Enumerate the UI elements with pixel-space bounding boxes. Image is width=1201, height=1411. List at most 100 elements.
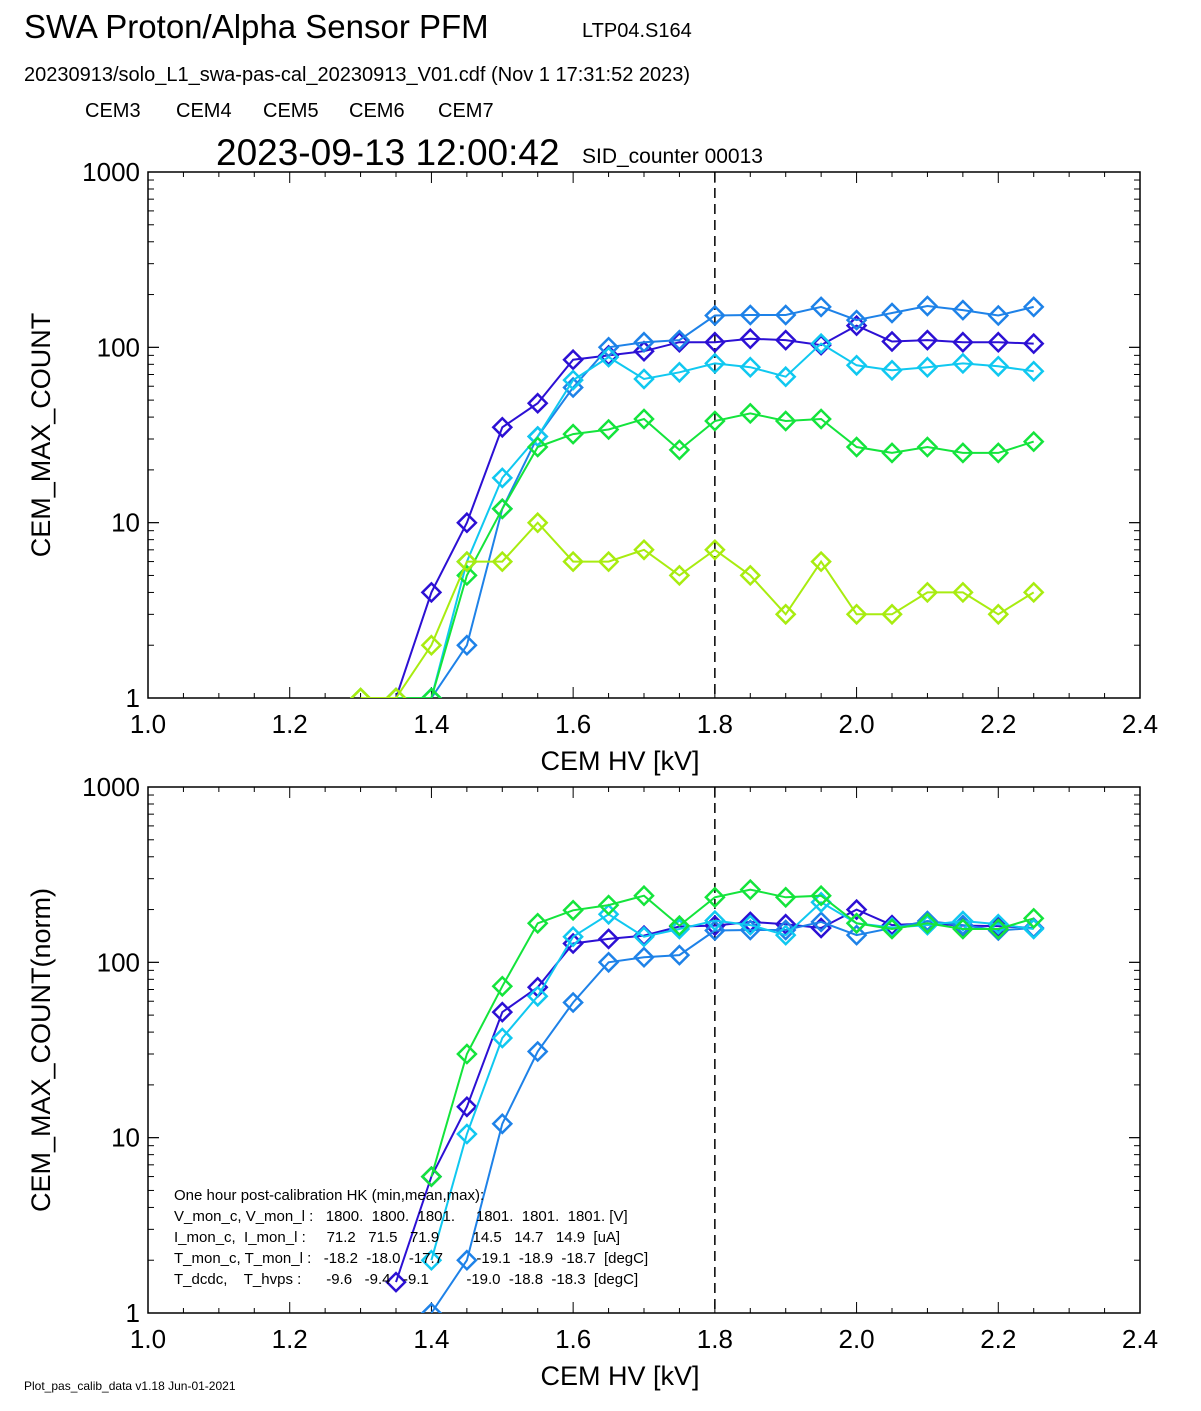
data-point-cem6 — [845, 912, 868, 935]
data-point-cem4 — [916, 295, 939, 317]
x-tick-label: 1.2 — [272, 1324, 308, 1354]
x-axis-title: CEM HV [kV] — [540, 1361, 699, 1391]
data-point-cem5 — [987, 913, 1010, 935]
data-point-cem4 — [668, 944, 691, 966]
data-point-cem6 — [987, 442, 1010, 464]
data-point-cem3 — [916, 329, 939, 351]
data-point-cem6 — [1022, 430, 1045, 453]
data-point-cem3 — [774, 329, 797, 351]
data-point-cem6 — [739, 402, 762, 425]
data-point-cem5 — [774, 924, 797, 946]
y-axis-title: CEM_MAX_COUNT — [26, 313, 56, 558]
data-point-cem6 — [420, 1165, 443, 1188]
data-point-cem5 — [704, 352, 726, 375]
data-point-cem3 — [456, 511, 478, 534]
x-axis-title: CEM HV [kV] — [540, 746, 699, 776]
data-point-cem4 — [810, 911, 832, 933]
x-tick-label: 2.4 — [1122, 1324, 1158, 1354]
data-point-cem6 — [916, 912, 939, 935]
x-tick-label: 2.0 — [838, 1324, 874, 1354]
hk-line: I_mon_c, I_mon_l : 71.2 71.5 71.9 14.5 1… — [174, 1229, 620, 1246]
series-line-cem3 — [395, 324, 1034, 698]
data-point-cem5 — [420, 1249, 443, 1271]
data-point-cem5 — [1022, 918, 1045, 940]
data-point-cem4 — [526, 1040, 549, 1063]
y-tick-label: 10 — [111, 508, 140, 538]
x-tick-label: 1.6 — [555, 709, 591, 739]
data-point-cem7 — [881, 603, 903, 626]
y-tick-label: 100 — [97, 332, 140, 362]
data-point-cem7 — [987, 603, 1010, 626]
data-point-cem6 — [704, 886, 726, 909]
data-point-cem6 — [668, 439, 691, 461]
data-point-cem5 — [881, 359, 903, 382]
data-point-cem6 — [704, 410, 726, 432]
data-point-cem5 — [597, 903, 620, 926]
data-point-cem6 — [420, 687, 443, 698]
data-point-cem5 — [633, 368, 655, 390]
sid-counter: SID_counter 00013 — [582, 145, 763, 168]
data-point-cem6 — [597, 894, 620, 916]
data-point-cem4 — [562, 991, 584, 1014]
data-point-cem5 — [668, 361, 691, 384]
data-point-cem7 — [597, 550, 620, 573]
data-point-cem5 — [562, 369, 584, 391]
y-axis-title: CEM_MAX_COUNT(norm) — [26, 888, 56, 1212]
data-point-cem6 — [526, 912, 549, 935]
legend-cem7: CEM7 — [438, 100, 494, 122]
data-point-cem5 — [526, 425, 549, 448]
data-point-cem4 — [774, 919, 797, 941]
footer-version: Plot_pas_calib_data v1.18 Jun-01-2021 — [24, 1379, 236, 1393]
data-point-cem6 — [845, 436, 868, 458]
data-point-cem5 — [987, 355, 1010, 378]
data-point-cem4 — [633, 331, 655, 353]
data-point-cem5 — [456, 1123, 478, 1145]
data-point-cem6 — [774, 410, 797, 432]
x-tick-label: 2.0 — [838, 709, 874, 739]
data-point-cem7 — [562, 550, 584, 573]
x-tick-label: 1.4 — [413, 1324, 449, 1354]
legend-cem4: CEM4 — [176, 100, 232, 122]
data-point-cem4 — [704, 919, 726, 942]
data-point-cem3 — [739, 327, 762, 350]
series-line-cem5 — [430, 342, 1034, 698]
data-point-cem6 — [491, 975, 514, 998]
legend-cem6: CEM6 — [349, 100, 405, 122]
data-point-cem4 — [845, 309, 868, 331]
data-point-cem6 — [1022, 907, 1045, 930]
data-point-cem4 — [668, 329, 691, 351]
data-point-cem6 — [952, 442, 974, 464]
data-point-cem5 — [491, 467, 514, 489]
data-point-cem7 — [385, 687, 407, 698]
data-point-cem4 — [881, 302, 903, 324]
hk-line: One hour post-calibration HK (min,mean,m… — [174, 1187, 484, 1204]
data-point-cem6 — [881, 918, 903, 940]
series-line-cem7 — [360, 521, 1035, 698]
data-point-cem3 — [597, 928, 620, 950]
y-tick-label: 1000 — [82, 157, 140, 187]
data-point-cem4 — [597, 951, 620, 974]
data-point-cem3 — [704, 331, 726, 353]
data-point-cem3 — [385, 1271, 407, 1293]
y-tick-label: 1000 — [82, 772, 140, 802]
data-point-cem7 — [774, 603, 797, 626]
data-point-cem5 — [668, 918, 691, 940]
data-point-cem5 — [916, 914, 939, 936]
x-tick-label: 1.0 — [130, 709, 166, 739]
data-point-cem5 — [845, 354, 868, 377]
data-point-cem7 — [1022, 581, 1045, 604]
y-tick-label: 1 — [126, 1298, 140, 1328]
series-line-cem6 — [430, 888, 1034, 1177]
data-point-cem5 — [952, 352, 974, 375]
data-point-cem6 — [562, 423, 584, 445]
data-point-cem7 — [526, 511, 549, 534]
data-point-cem7 — [668, 564, 691, 587]
data-point-cem5 — [739, 356, 762, 378]
data-point-cem4 — [987, 304, 1010, 327]
timestamp: 2023-09-13 12:00:42 — [216, 132, 560, 173]
data-point-cem3 — [774, 913, 797, 935]
data-point-cem6 — [633, 408, 655, 430]
x-tick-label: 1.6 — [555, 1324, 591, 1354]
data-point-cem4 — [456, 1249, 478, 1271]
y-tick-label: 10 — [111, 1123, 140, 1153]
